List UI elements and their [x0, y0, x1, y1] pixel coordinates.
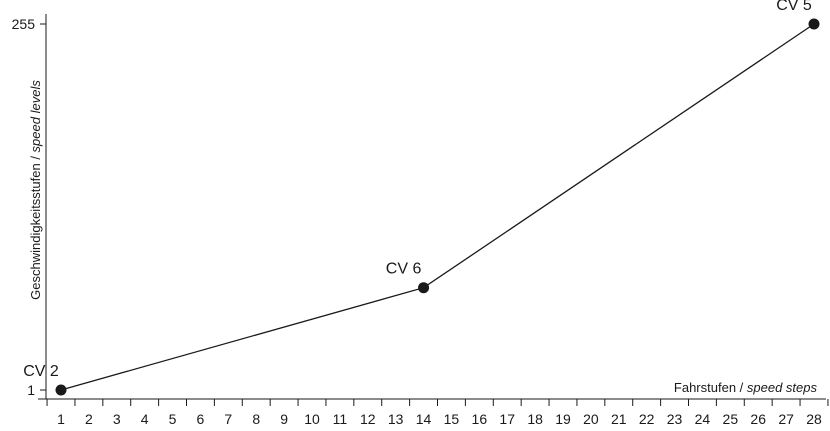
x-tick-label: 18 — [527, 411, 543, 427]
x-tick-label: 26 — [750, 411, 766, 427]
data-point-label: CV 2 — [23, 363, 59, 380]
x-tick-label: 28 — [806, 411, 822, 427]
x-tick-label: 4 — [141, 411, 149, 427]
x-axis-title-italic: speed steps — [747, 380, 818, 395]
x-tick-label: 6 — [197, 411, 205, 427]
x-tick-label: 10 — [304, 411, 320, 427]
x-tick-label: 22 — [639, 411, 655, 427]
y-axis-title: Geschwindigkeitsstufen / speed levels — [28, 80, 43, 300]
x-tick-label: 25 — [723, 411, 739, 427]
y-tick-label-max: 255 — [12, 16, 36, 32]
x-tick-label: 20 — [583, 411, 599, 427]
x-tick-label: 7 — [224, 411, 232, 427]
x-tick-label: 11 — [333, 411, 348, 427]
data-point-label: CV 5 — [776, 0, 812, 14]
x-tick-label: 16 — [472, 411, 488, 427]
x-ticks: 1 2 3 4 5 6 7 8 9 10 11 12 13 14 15 16 17 18 19 20 21 22 23 24 2… — [46, 399, 829, 427]
x-axis-title: Fahrstufen / speed steps — [674, 380, 818, 395]
x-tick-label: 24 — [695, 411, 711, 427]
data-point — [55, 384, 67, 396]
x-tick-label: 23 — [667, 411, 683, 427]
y-axis-title-plain: Geschwindigkeitsstufen / — [28, 152, 43, 299]
data-point-label: CV 6 — [386, 261, 422, 278]
x-tick-label: 2 — [85, 411, 93, 427]
x-tick-label: 1 — [57, 411, 65, 427]
x-tick-label: 21 — [611, 411, 627, 427]
x-tick-label: 15 — [444, 411, 460, 427]
x-tick-label: 3 — [113, 411, 121, 427]
y-tick-label-min: 1 — [27, 382, 35, 398]
x-tick-label: 13 — [388, 411, 404, 427]
x-tick-label: 5 — [169, 411, 177, 427]
x-tick-label: 12 — [360, 411, 376, 427]
x-tick-label: 17 — [499, 411, 515, 427]
x-axis-title-plain: Fahrstufen / — [674, 380, 747, 395]
x-tick-label: 9 — [280, 411, 288, 427]
series-speed-curve: CV 2 CV 6 CV 5 — [23, 0, 820, 396]
x-tick-label: 8 — [252, 411, 260, 427]
data-point — [808, 18, 820, 30]
data-point — [418, 282, 430, 294]
x-tick-label: 27 — [778, 411, 794, 427]
series-line — [60, 23, 815, 391]
x-tick-label: 14 — [416, 411, 432, 427]
x-tick-label: 19 — [555, 411, 571, 427]
y-axis-title-italic: speed levels — [28, 80, 43, 153]
